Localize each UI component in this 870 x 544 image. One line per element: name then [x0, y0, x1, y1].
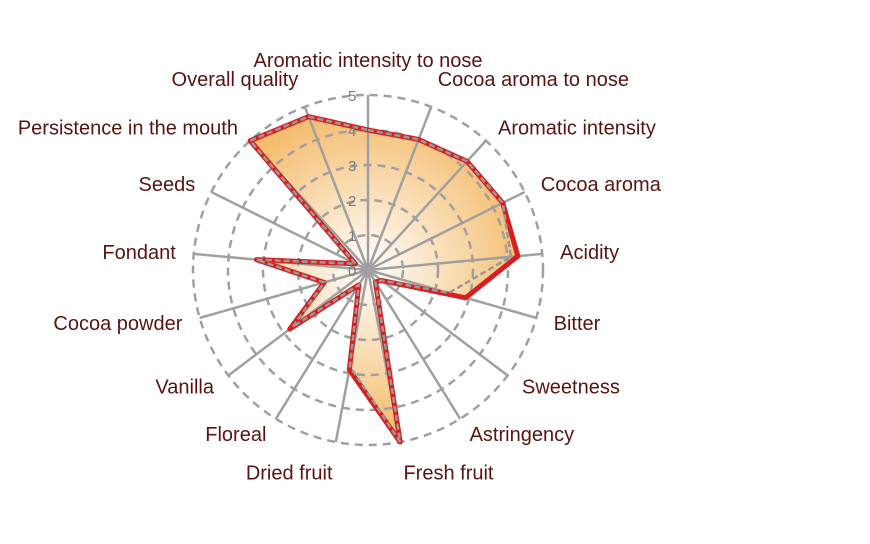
spoke-12: [199, 268, 369, 320]
spoke-1: [366, 106, 433, 271]
axis-label-9: Dried fruit: [246, 463, 333, 485]
axis-label-10: Floreal: [205, 424, 266, 446]
axis-label-5: Bitter: [554, 313, 601, 335]
tick-label-3: 3: [348, 158, 356, 175]
tick-label-5: 5: [348, 88, 356, 105]
axis-label-14: Seeds: [139, 174, 196, 196]
spoke-6: [367, 269, 509, 377]
tick-label-0: 0: [348, 263, 356, 280]
spoke-7: [366, 269, 462, 420]
axis-label-12: Cocoa powder: [53, 313, 182, 335]
tick-label-2: 2: [348, 193, 356, 210]
grid-circle-1: [331, 233, 405, 307]
spoke-3: [367, 190, 526, 272]
tick-label-4: 4: [348, 123, 356, 140]
axis-label-15: Persistence in the mouth: [18, 117, 238, 139]
spoke-16: [303, 106, 370, 271]
series-outline-red: [247, 114, 521, 445]
axis-label-7: Astringency: [470, 424, 575, 446]
spoke-14: [210, 190, 369, 272]
tick-label-1: 1: [348, 228, 356, 245]
axis-label-16: Overall quality: [172, 69, 299, 91]
axis-label-3: Cocoa aroma: [541, 174, 662, 196]
axis-label-13: Fondant: [102, 242, 176, 264]
axis-label-4: Acidity: [560, 242, 619, 264]
series-outline-gray: [248, 115, 513, 443]
grid-circle-5: [191, 93, 545, 447]
axis-label-0: Aromatic intensity to nose: [254, 50, 483, 72]
axis-label-1: Cocoa aroma to nose: [438, 69, 629, 91]
axis-label-8: Fresh fruit: [403, 463, 493, 485]
spoke-4: [367, 252, 543, 272]
axis-label-11: Vanilla: [155, 376, 214, 398]
spoke-10: [274, 269, 370, 420]
axis-label-6: Sweetness: [522, 376, 620, 398]
axis-label-2: Aromatic intensity: [498, 117, 656, 139]
